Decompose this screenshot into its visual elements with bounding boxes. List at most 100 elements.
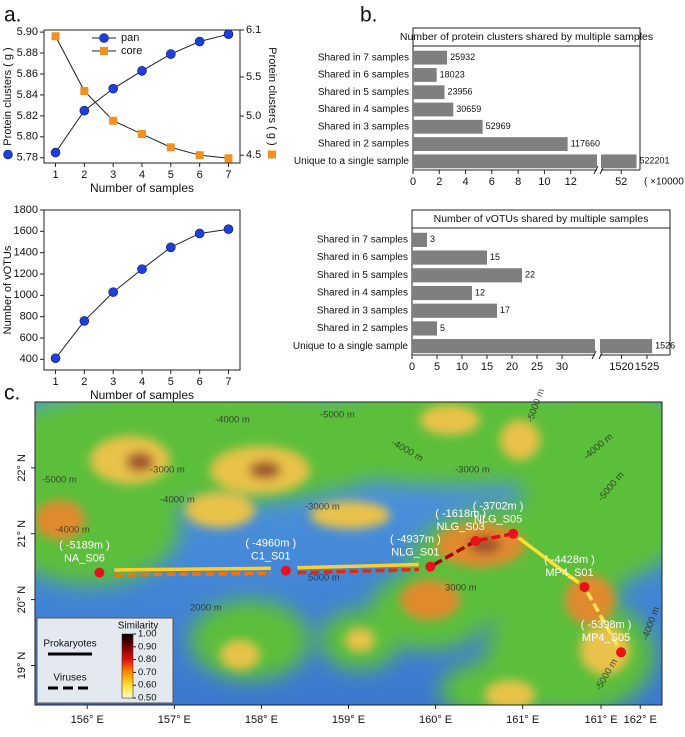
category-label: Shared in 4 samples: [318, 104, 409, 115]
contour-label: 3000 m: [445, 583, 477, 594]
bar: [413, 85, 445, 100]
category-label: Shared in 3 samples: [317, 305, 408, 316]
station-name: NA_S06: [64, 553, 105, 565]
y2-tick-label: 6.1: [246, 24, 261, 36]
contour-label: -3000 m: [455, 465, 490, 476]
station-depth: ( -4937m ): [390, 534, 441, 546]
y-tick-label: 1200: [14, 268, 38, 280]
category-label: Unique to a single sample: [294, 156, 410, 167]
panel-label: a.: [4, 4, 22, 27]
station-dot: [280, 565, 291, 576]
x-tick-label: 162° E: [624, 714, 657, 726]
value-label: 117660: [571, 138, 600, 148]
bar: [413, 137, 568, 151]
y2-tick-label: 5.0: [246, 110, 261, 122]
value-label: 23956: [447, 87, 472, 97]
marker: [108, 287, 118, 297]
bar: [412, 303, 497, 318]
axis-line: [591, 350, 597, 360]
x-tick-label: 1: [52, 376, 58, 388]
chart-title: Number of protein clusters shared by mul…: [400, 31, 653, 43]
bar: [413, 50, 448, 65]
y-tick-label: 5.88: [17, 47, 38, 59]
x-tick-label: 10: [538, 176, 550, 188]
x-tick-label: 5: [168, 169, 174, 181]
contour-label: -5000 m: [320, 410, 355, 421]
category-label: Unique to a single sample: [293, 341, 409, 352]
marker: [51, 32, 60, 41]
marker: [194, 36, 205, 47]
x-tick-label: 6: [197, 376, 203, 388]
y-tick-label: 1000: [14, 289, 38, 301]
marker: [194, 228, 205, 239]
bar: [412, 285, 472, 301]
y-axis-label: Number of vOTUs: [2, 245, 14, 334]
bar: [601, 154, 637, 169]
value-label: 30659: [456, 104, 481, 114]
category-label: Shared in 5 samples: [317, 270, 408, 281]
value-label: 1526: [655, 341, 675, 351]
x-tick-label: 157° E: [158, 714, 191, 726]
contour-label: -5000 m: [42, 475, 77, 486]
y-tick-label: 5.80: [17, 131, 38, 143]
x-axis-label: ( ×10000 ): [644, 177, 685, 188]
station-name: MP4_S05: [582, 632, 630, 644]
value-label: 522201: [640, 156, 670, 166]
map-background: [35, 402, 662, 705]
station-name: NLG_S01: [391, 547, 439, 559]
x-tick-label: 10: [456, 361, 468, 373]
category-label: Shared in 7 samples: [318, 52, 409, 63]
category-label: Shared in 6 samples: [317, 252, 408, 263]
category-label: Shared in 4 samples: [317, 288, 408, 299]
x-tick-label: 2: [436, 176, 442, 188]
value-label: 22: [525, 270, 535, 280]
bar: [600, 339, 653, 354]
panel-label: c.: [4, 382, 20, 405]
legend-label: Viruses: [53, 673, 86, 684]
y2-tick-label: 5.5: [246, 71, 261, 83]
x-tick-label: 8: [515, 176, 521, 188]
bar: [413, 154, 597, 169]
x-tick-label: 1520: [609, 361, 633, 373]
legend-label: core: [121, 45, 142, 57]
contour-label: 5000 m: [308, 573, 340, 584]
marker: [100, 47, 108, 55]
bar: [412, 339, 595, 354]
station-depth: ( -5398m ): [581, 619, 632, 631]
y-tick-label: 21° N: [16, 520, 28, 548]
colorbar-tick-label: 0.60: [138, 680, 157, 691]
value-label: 5: [440, 323, 445, 333]
bar: [412, 250, 487, 265]
value-label: 18023: [440, 69, 465, 79]
y2-axis-label: Protein clusters ( g ): [266, 47, 278, 145]
x-tick-label: 156° E: [71, 714, 104, 726]
station-dot: [470, 535, 481, 546]
y-tick-label: 20° N: [16, 586, 28, 614]
bar: [413, 102, 454, 117]
x-tick-label: 4: [463, 176, 469, 188]
x-tick-label: 1525: [635, 361, 659, 373]
chart-title: Number of vOTUs shared by multiple sampl…: [434, 213, 649, 225]
x-tick-label: 7: [225, 169, 231, 181]
marker: [50, 353, 61, 364]
bar: [413, 119, 483, 134]
x-tick-label: 0: [409, 361, 415, 373]
marker: [223, 29, 234, 39]
colorbar: [121, 633, 134, 699]
y-tick-label: 1800: [14, 204, 38, 216]
viruses-link: [478, 532, 511, 543]
bar: [412, 321, 437, 336]
marker: [79, 105, 90, 116]
x-tick-label: 0: [410, 176, 416, 188]
contour-label: -4000 m: [160, 495, 195, 506]
value-label: 17: [500, 305, 510, 315]
axis-line: [593, 165, 599, 175]
marker: [166, 143, 175, 152]
colorbar-tick-label: 0.70: [138, 667, 157, 678]
x-tick-label: 1: [52, 169, 58, 181]
marker: [166, 49, 176, 59]
bar: [413, 68, 437, 82]
station-dot: [425, 561, 436, 572]
marker: [166, 242, 176, 253]
